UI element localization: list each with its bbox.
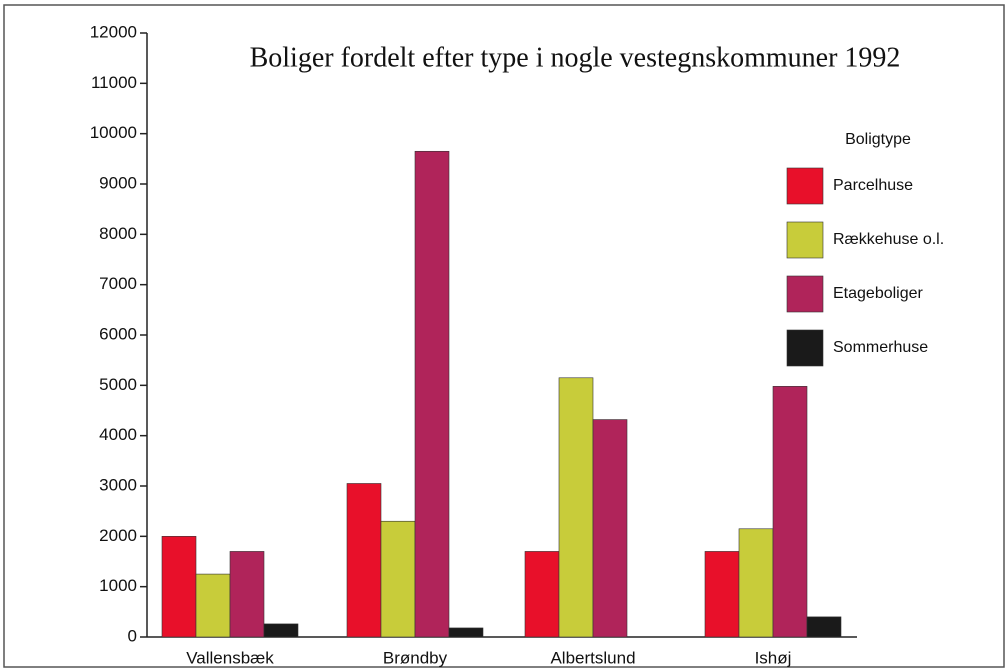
legend-swatch [786,275,824,313]
bar [704,551,740,638]
y-tick-label: 9000 [99,173,137,192]
bar [524,551,560,638]
bar [592,419,628,638]
legend-title: Boligtype [845,131,911,148]
legend-swatch [786,329,824,367]
y-tick-label: 12000 [90,22,137,41]
chart-title: Boliger fordelt efter type i nogle veste… [250,42,901,73]
x-tick-label: Vallensbæk [186,648,274,667]
frame [3,4,1005,668]
bar [738,528,774,638]
y-tick-label: 11000 [91,73,137,92]
x-tick-label: Albertslund [550,648,635,667]
x-tick-label: Brøndby [383,648,448,667]
y-tick-label: 4000 [99,425,137,444]
y-tick-label: 0 [128,626,137,645]
bar [558,377,594,638]
legend-label: Sommerhuse [833,339,928,356]
y-tick-label: 7000 [99,274,137,293]
y-tick-label: 6000 [99,324,137,343]
bar [161,536,197,638]
legend-label: Parcelhuse [833,177,913,194]
x-tick-label: Ishøj [755,648,792,667]
bar [346,483,382,638]
bar [380,520,416,638]
bar [195,573,231,638]
bar [414,150,450,638]
bar [229,551,265,638]
bar [448,627,484,638]
bar [263,623,299,638]
y-tick-label: 3000 [99,475,137,494]
y-tick-label: 8000 [99,224,137,243]
legend-label: Rækkehuse o.l. [833,231,944,248]
bar [806,616,842,638]
y-tick-label: 5000 [99,375,137,394]
y-tick-label: 2000 [99,526,137,545]
y-tick-label: 1000 [99,576,137,595]
legend-label: Etageboliger [833,285,924,302]
legend-swatch [786,167,824,205]
bar [772,386,808,638]
y-tick-label: 10000 [90,123,137,142]
legend-swatch [786,221,824,259]
